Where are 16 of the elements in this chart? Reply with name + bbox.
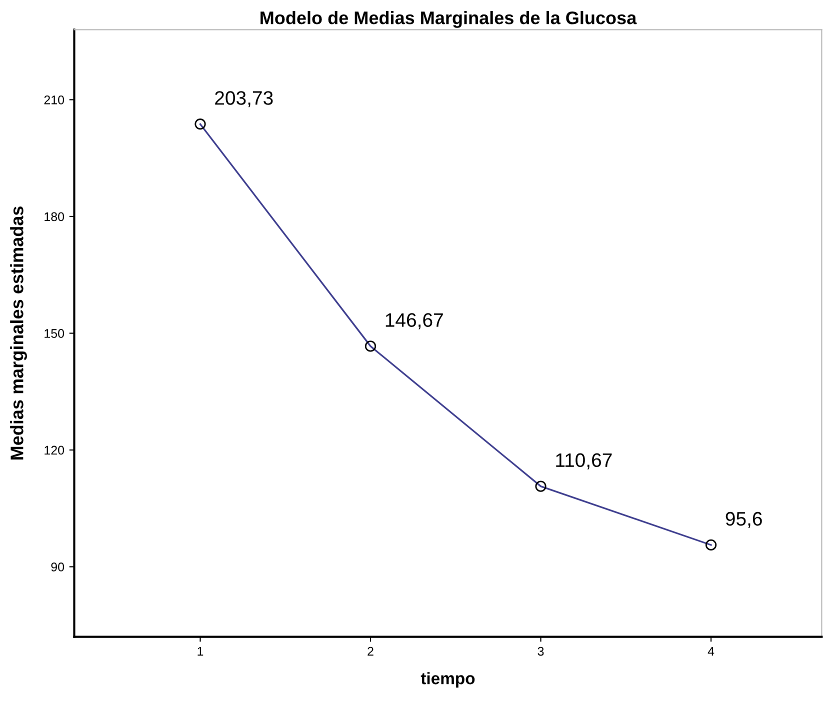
- data-label: 203,73: [215, 91, 273, 108]
- data-label: 95,6: [726, 512, 762, 528]
- chart-title: Modelo de Medias Marginales de la Glucosa: [260, 11, 637, 28]
- data-label: 110,67: [556, 453, 612, 470]
- y-tick-label: 180: [44, 212, 64, 222]
- y-tick-label: 120: [44, 446, 64, 455]
- y-axis-title: Medias marginales estimadas: [10, 206, 28, 460]
- x-tick-label: 3: [538, 646, 544, 656]
- x-axis-title: tiempo: [420, 672, 475, 688]
- x-tick-label: 2: [368, 646, 374, 656]
- y-tick-label: 90: [51, 562, 64, 572]
- x-tick-label: 1: [198, 646, 204, 656]
- y-tick-label: 210: [44, 96, 64, 104]
- data-label: 146,67: [386, 313, 443, 330]
- x-tick-label: 4: [708, 646, 714, 656]
- y-tick-label: 150: [44, 329, 64, 338]
